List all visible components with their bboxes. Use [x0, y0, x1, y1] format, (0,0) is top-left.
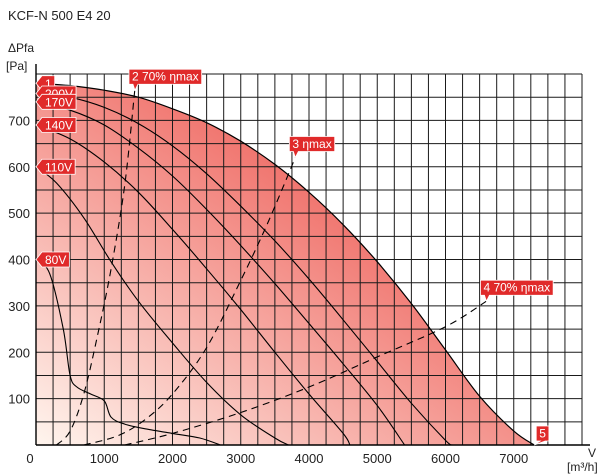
x-tick-label: 4000	[295, 451, 324, 466]
speed-curve	[36, 166, 289, 445]
flag-label: 3 ηmax	[292, 137, 331, 151]
operating-area-fill	[36, 83, 535, 446]
curve-flag: 110V	[35, 158, 76, 175]
x-tick-label: 2000	[158, 451, 187, 466]
y-tick-label: 500	[8, 206, 30, 221]
y-axis-unit: [Pa]	[6, 59, 27, 73]
x-tick-label: 7000	[499, 451, 528, 466]
curve-flag: 5	[534, 425, 550, 446]
y-tick-label: 600	[8, 160, 30, 175]
y-axis-label: ΔPfa	[8, 41, 34, 55]
curve-flag: 4 70% ηmax	[480, 279, 554, 303]
flag-label: 1	[45, 77, 52, 91]
chart-title: KCF-N 500 E4 20	[8, 8, 111, 23]
flag-label: 80V	[45, 253, 66, 267]
x-axis-unit: [m³/h]	[567, 460, 598, 474]
curve-flag: 80V	[35, 251, 70, 268]
speed-curve	[36, 82, 535, 445]
y-tick-label: 200	[8, 345, 30, 360]
x-axis-label: V	[588, 446, 596, 460]
y-tick-label: 100	[8, 392, 30, 407]
tick-labels: 0 1000 2000 3000 4000 5000 6000 7000 100 200 300 40…	[8, 113, 528, 466]
y-tick-label: 300	[8, 299, 30, 314]
curve-flag: 170V	[35, 93, 77, 110]
curve-flag: 2 70% ηmax	[128, 68, 203, 92]
x-tick-label: 1000	[90, 451, 119, 466]
axes	[35, 64, 590, 446]
flag-label: 110V	[45, 160, 72, 174]
speed-curves	[36, 82, 535, 445]
efficiency-curve	[124, 300, 487, 445]
speed-curve	[36, 124, 351, 445]
flag-label: 170V	[45, 95, 73, 109]
y-tick-label: 700	[8, 113, 30, 128]
flag-label: 2 70% ηmax	[132, 70, 199, 84]
x-tick-label: 3000	[226, 451, 255, 466]
x-tick-label: 0	[26, 451, 33, 466]
x-tick-label: 5000	[363, 451, 392, 466]
flag-label: 140V	[45, 119, 73, 133]
x-tick-label: 6000	[431, 451, 460, 466]
efficiency-curve	[83, 157, 296, 445]
speed-curve	[36, 92, 453, 445]
curve-flag: 3 ηmax	[288, 136, 336, 159]
speed-curve	[36, 101, 406, 445]
efficiency-curves	[56, 87, 487, 445]
curve-flag: 140V	[35, 117, 77, 133]
flag-label: 4 70% ηmax	[483, 281, 550, 295]
flag-label: 5	[539, 427, 546, 441]
y-tick-label: 400	[8, 253, 30, 268]
